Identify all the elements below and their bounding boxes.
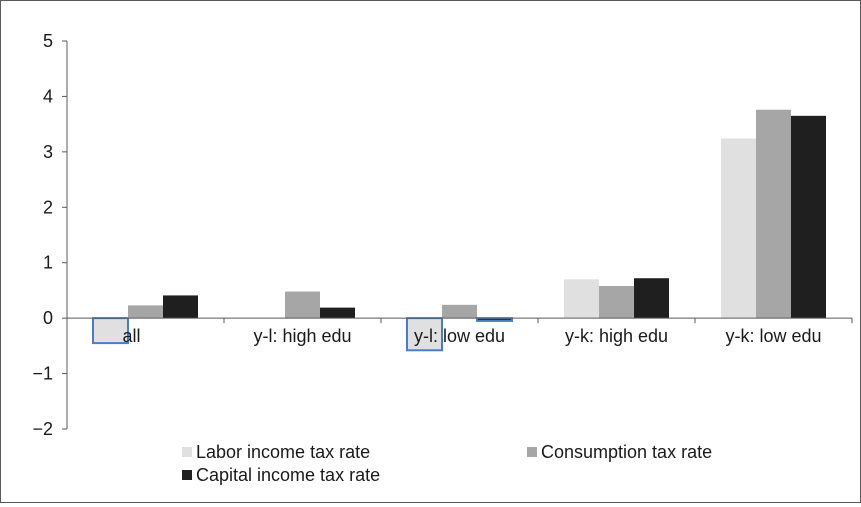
- y-tick-label: 3: [43, 142, 53, 162]
- category-label: y-k: high edu: [565, 326, 668, 346]
- legend-swatch: [182, 470, 192, 480]
- legend-label: Consumption tax rate: [541, 442, 712, 462]
- legend-label: Labor income tax rate: [196, 442, 370, 462]
- category-label: y-k: low edu: [725, 326, 821, 346]
- bar-labor: [721, 138, 756, 319]
- y-tick-label: −2: [32, 419, 53, 439]
- y-tick-label: 1: [43, 253, 53, 273]
- legend-swatch: [182, 447, 192, 457]
- bar-capital: [320, 307, 355, 319]
- bars: [92, 109, 826, 352]
- bar-capital: [163, 295, 198, 319]
- legend-label: Capital income tax rate: [196, 465, 380, 485]
- legend: Labor income tax rate Consumption tax rat…: [182, 442, 712, 485]
- bar-labor: [406, 317, 443, 352]
- x-axis: [66, 317, 853, 324]
- category-label: y-l: high edu: [253, 326, 351, 346]
- bar-capital: [791, 115, 826, 319]
- bar-consumption: [442, 304, 477, 319]
- bar-capital: [634, 278, 669, 319]
- bar-consumption: [285, 291, 320, 319]
- legend-swatch: [527, 447, 537, 457]
- y-tick-label: 2: [43, 197, 53, 217]
- y-tick-label: −1: [32, 364, 53, 384]
- bar-consumption: [599, 285, 634, 319]
- bar-consumption: [756, 109, 791, 319]
- bar-consumption: [128, 305, 163, 319]
- category-labels: all y-l: high edu y-l: low edu y-k: high ed…: [123, 326, 822, 346]
- y-tick-label: 0: [43, 308, 53, 328]
- category-label: y-l: low edu: [414, 326, 505, 346]
- y-axis: 5 4 3 2 1 0 −1 −2: [32, 31, 68, 439]
- category-label: all: [123, 326, 141, 346]
- y-tick-label: 4: [43, 86, 53, 106]
- bar-labor: [564, 279, 599, 319]
- y-tick-label: 5: [43, 31, 53, 51]
